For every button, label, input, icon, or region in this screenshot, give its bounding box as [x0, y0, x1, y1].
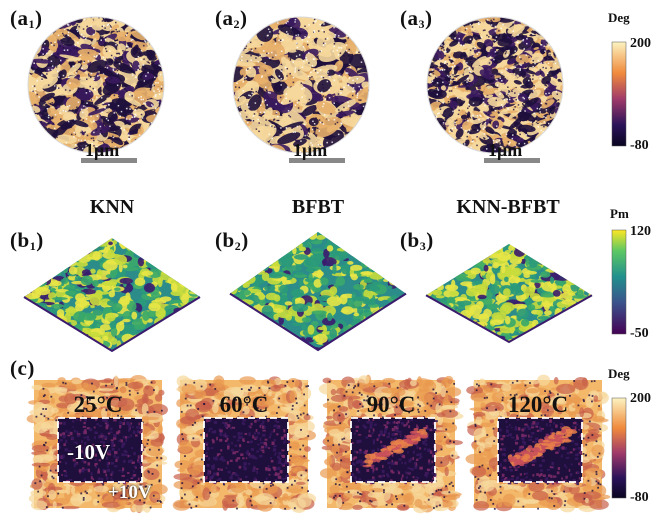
phase-image-knn	[27, 16, 165, 154]
colorbar-a	[611, 41, 627, 147]
colorbar-c-title: Deg	[608, 366, 630, 381]
panel-label-b2: (b2)	[215, 228, 249, 253]
temperature-phase-120c	[465, 374, 611, 513]
phase-image-knn-bfbt	[426, 16, 564, 154]
colorbar-b-min: -50	[630, 326, 649, 341]
sample-label-bfbt: BFBT	[291, 196, 345, 218]
topography-knn-bfbt	[425, 244, 593, 344]
topography-bfbt	[229, 232, 407, 352]
colorbar-b-max: 120	[630, 224, 651, 239]
scale-bar-a2: 1μm	[289, 140, 351, 163]
temperature-label-120c: 120°C	[507, 392, 569, 417]
temperature-phase-60c	[172, 375, 317, 513]
phase-image-bfbt	[232, 16, 370, 154]
temperature-label-90c: 90°C	[366, 392, 416, 417]
colorbar-c-min: -80	[630, 490, 649, 505]
sample-label-knn-bfbt: KNN-BFBT	[456, 196, 560, 218]
temperature-phase-90c	[318, 374, 464, 514]
panel-label-a3: (a3)	[400, 6, 433, 31]
voltage-label-outer: +10V	[108, 482, 152, 503]
scale-bar-a3: 1μm	[484, 140, 546, 163]
panel-label-c: (c)	[10, 356, 35, 380]
sample-label-knn: KNN	[89, 196, 135, 218]
panel-label-a1: (a1)	[10, 6, 43, 31]
colorbar-b-title: Pm	[610, 206, 629, 221]
panel-label-b1: (b1)	[10, 228, 44, 253]
topography-knn	[23, 238, 201, 353]
scale-bar-a1: 1μm	[81, 140, 143, 163]
panel-label-b3: (b3)	[400, 228, 434, 253]
temperature-label-25c: 25°C	[73, 392, 123, 417]
colorbar-a-title: Deg	[608, 10, 630, 25]
colorbar-a-max: 200	[630, 36, 651, 51]
voltage-label-inner: -10V	[67, 440, 111, 464]
temperature-label-60c: 60°C	[219, 392, 269, 417]
colorbar-c	[611, 397, 627, 499]
colorbar-b	[611, 229, 627, 335]
temperature-phase-25c	[26, 375, 168, 514]
panel-label-a2: (a2)	[215, 6, 248, 31]
colorbar-a-min: -80	[630, 138, 649, 153]
colorbar-c-max: 200	[630, 391, 651, 406]
